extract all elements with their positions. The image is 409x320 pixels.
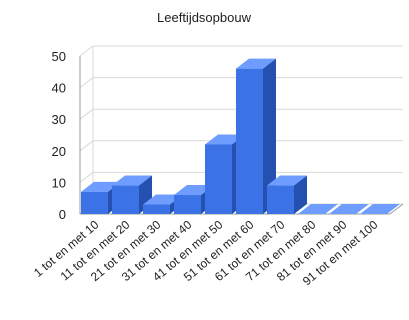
bar-side	[263, 58, 276, 214]
bar-top	[267, 175, 307, 186]
bar-top	[298, 204, 338, 214]
bar-top	[236, 58, 276, 69]
bar-top	[360, 204, 400, 214]
bar	[236, 58, 276, 214]
y-axis-ticks: 0 10 20 30 40 50	[52, 49, 66, 222]
bar-front	[236, 68, 263, 214]
y-tick-label: 40	[52, 81, 66, 96]
gridline-depth	[79, 140, 94, 152]
bar-top	[174, 185, 214, 196]
bar	[329, 204, 369, 214]
y-tick-label: 0	[59, 207, 66, 222]
y-tick-label: 10	[52, 175, 66, 190]
gridline-depth	[79, 45, 94, 57]
y-tick-label: 50	[52, 49, 66, 64]
y-tick-label: 30	[52, 112, 66, 127]
bar	[298, 204, 338, 214]
gridline-depth	[79, 172, 94, 183]
y-tick-label: 20	[52, 144, 66, 159]
chart-title: Leeftijdsopbouw	[157, 10, 252, 25]
bar-top	[112, 175, 152, 186]
bar-top	[205, 134, 245, 145]
gridline-depth	[79, 108, 94, 120]
bar-front	[81, 191, 108, 214]
bar-top	[329, 204, 369, 214]
bar	[267, 175, 307, 214]
bar-side	[294, 175, 307, 214]
bar-front	[174, 195, 201, 214]
bar-front	[267, 185, 294, 214]
bar-top	[81, 181, 121, 192]
bars	[81, 58, 400, 214]
bar-front	[143, 204, 170, 214]
bar	[360, 204, 400, 214]
bar-front	[205, 144, 232, 214]
gridline-depth	[79, 77, 94, 88]
bar	[81, 181, 121, 214]
floor-edge	[389, 203, 404, 215]
bar-front	[112, 185, 139, 214]
bar-top	[143, 194, 183, 205]
